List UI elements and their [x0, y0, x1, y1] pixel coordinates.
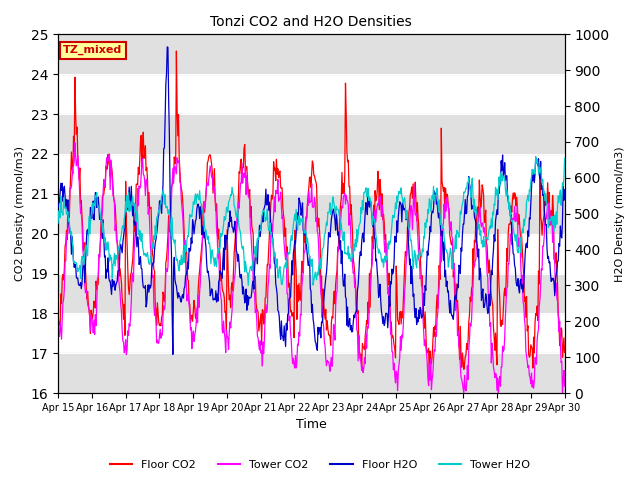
Text: TZ_mixed: TZ_mixed: [63, 45, 122, 55]
Bar: [58, 194, 564, 234]
Legend: Floor CO2, Tower CO2, Floor H2O, Tower H2O: Floor CO2, Tower CO2, Floor H2O, Tower H…: [105, 456, 535, 474]
Title: Tonzi CO2 and H2O Densities: Tonzi CO2 and H2O Densities: [211, 15, 412, 29]
Bar: [58, 274, 564, 313]
Y-axis label: CO2 Density (mmol/m3): CO2 Density (mmol/m3): [15, 146, 25, 281]
Y-axis label: H2O Density (mmol/m3): H2O Density (mmol/m3): [615, 146, 625, 282]
Bar: [58, 35, 564, 74]
Bar: [58, 114, 564, 154]
Bar: [58, 353, 564, 393]
X-axis label: Time: Time: [296, 419, 326, 432]
